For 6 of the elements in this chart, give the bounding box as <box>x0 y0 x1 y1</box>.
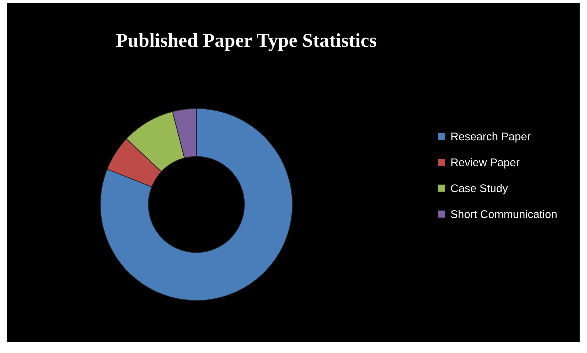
legend-label: Review Paper <box>452 158 520 169</box>
legend-label: Case Study <box>451 184 508 195</box>
chart-title: Published Paper Type Statistics <box>116 34 377 52</box>
donut-slice <box>100 108 294 302</box>
legend-label: Short Communication <box>451 210 557 218</box>
legend-label: Research Paper <box>452 132 531 143</box>
